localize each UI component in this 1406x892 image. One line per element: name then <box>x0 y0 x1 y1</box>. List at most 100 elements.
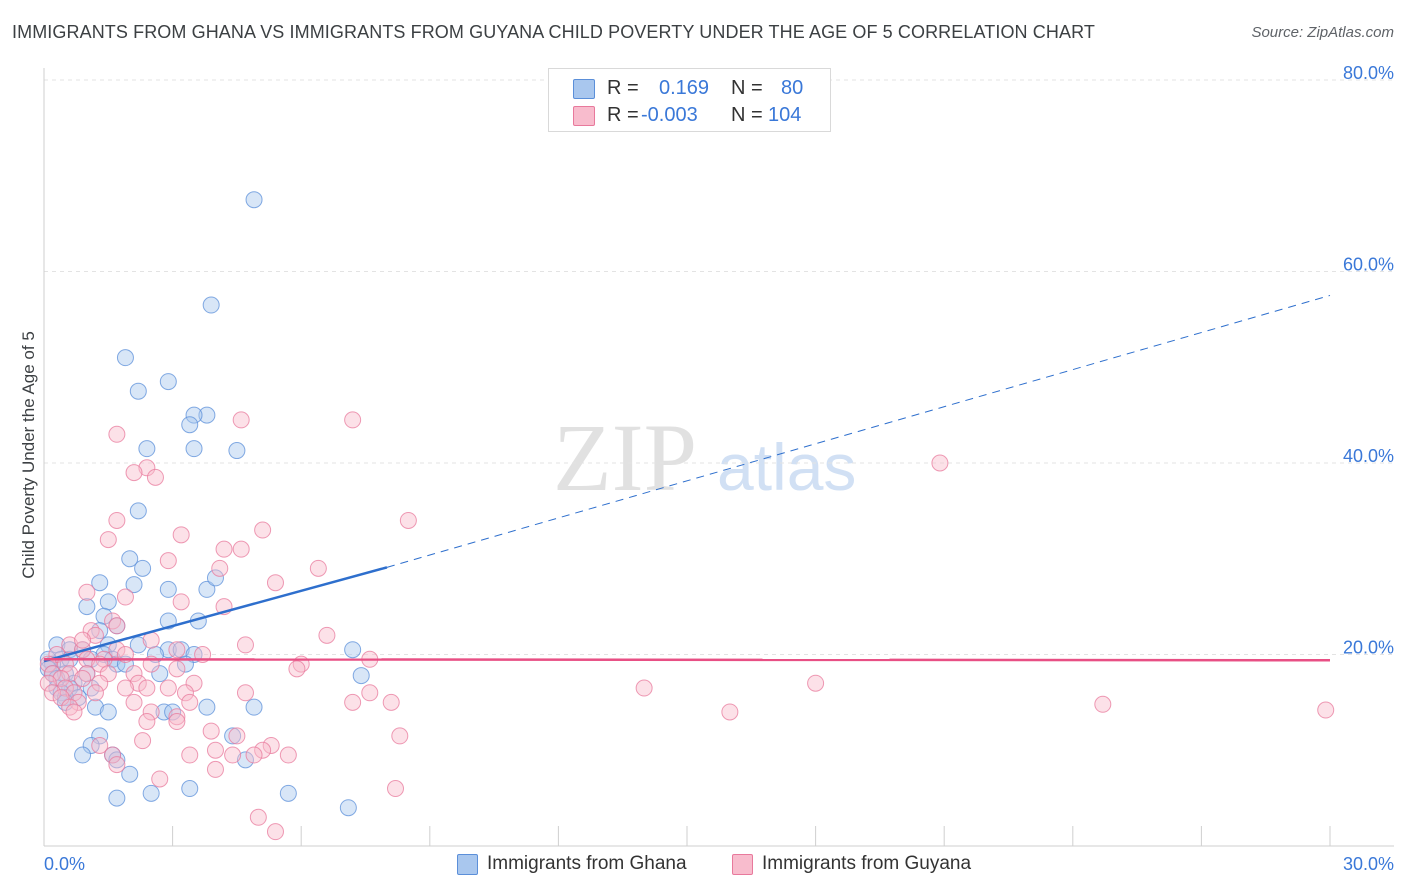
bottom-legend-label-guyana: Immigrants from Guyana <box>762 853 972 874</box>
guyana-trend-line <box>43 658 1331 662</box>
guyana-point <box>168 713 186 731</box>
guyana-point <box>206 760 224 778</box>
guyana-point <box>172 526 190 544</box>
guyana-point <box>108 511 126 529</box>
ghana-point <box>129 636 147 654</box>
guyana-point <box>108 756 126 774</box>
y-tick-label: 60.0% <box>1343 255 1394 275</box>
guyana-point <box>142 703 160 721</box>
correlation-legend: R = 0.169 N = 80 R = -0.003 N = 104 <box>548 68 831 132</box>
guyana-point <box>129 674 147 692</box>
guyana-point <box>91 674 109 692</box>
guyana-point <box>151 770 169 788</box>
ghana-point <box>78 598 96 616</box>
watermark-atlas: atlas <box>717 430 856 504</box>
guyana-point <box>108 617 126 635</box>
ghana-point <box>224 727 242 745</box>
guyana-point <box>56 679 74 697</box>
guyana-point <box>138 679 156 697</box>
legend-n-value: 104 <box>768 104 802 126</box>
guyana-point <box>104 746 122 764</box>
ghana-point <box>198 406 216 424</box>
guyana-point <box>232 411 250 429</box>
ghana-point <box>344 641 362 659</box>
ghana-point <box>134 559 152 577</box>
legend-r-label: R = <box>607 104 639 126</box>
guyana-point <box>318 626 336 644</box>
ghana-point <box>121 550 139 568</box>
ghana-point <box>181 416 199 434</box>
guyana-point <box>108 425 126 443</box>
bottom-legend-swatch-ghana <box>457 854 478 875</box>
guyana-point <box>116 679 134 697</box>
guyana-point <box>138 713 156 731</box>
ghana-point <box>236 751 254 769</box>
guyana-point <box>134 732 152 750</box>
grid-lines <box>44 79 1394 655</box>
ghana-point <box>159 641 177 659</box>
ghana-point <box>352 667 370 685</box>
bottom-legend-label-ghana: Immigrants from Ghana <box>487 853 687 874</box>
guyana-point <box>125 665 143 683</box>
ghana-point <box>91 727 109 745</box>
guyana-point <box>65 703 83 721</box>
watermark: ZIP atlas <box>553 404 856 511</box>
guyana-point <box>52 689 70 707</box>
legend-swatch-guyana <box>573 106 595 126</box>
x-tick-label: 0.0% <box>44 854 85 874</box>
y-tick-label: 20.0% <box>1343 638 1394 658</box>
guyana-point <box>232 540 250 558</box>
x-tick-labels: 0.0% 30.0% <box>44 854 1394 874</box>
ghana-point <box>82 736 100 754</box>
legend-n-label: N = <box>731 77 763 99</box>
ghana-point <box>116 349 134 367</box>
guyana-point <box>721 703 739 721</box>
guyana-point <box>399 511 417 529</box>
ghana-point <box>279 784 297 802</box>
guyana-point <box>1317 701 1335 719</box>
guyana-point <box>125 693 143 711</box>
guyana-point <box>236 636 254 654</box>
trend-lines <box>43 294 1331 663</box>
y-axis-label: Child Poverty Under the Age of 5 <box>19 331 38 579</box>
data-points <box>39 191 1335 841</box>
y-tick-label: 40.0% <box>1343 446 1394 466</box>
guyana-point <box>181 693 199 711</box>
guyana-point <box>91 736 109 754</box>
guyana-point <box>361 684 379 702</box>
guyana-point <box>52 669 70 687</box>
axes <box>43 68 1394 847</box>
guyana-point <box>206 741 224 759</box>
guyana-point <box>236 684 254 702</box>
ghana-point <box>99 593 117 611</box>
legend-r-label: R = <box>607 77 639 99</box>
ghana-point <box>198 580 216 598</box>
ghana-point <box>108 789 126 807</box>
guyana-point <box>202 722 220 740</box>
ghana-point <box>129 502 147 520</box>
ghana-point <box>181 780 199 798</box>
guyana-point <box>78 583 96 601</box>
guyana-point <box>807 674 825 692</box>
x-tick-label: 30.0% <box>1343 854 1394 874</box>
guyana-point <box>228 727 246 745</box>
ghana-point <box>99 703 117 721</box>
guyana-point <box>146 468 164 486</box>
ghana-point <box>151 665 169 683</box>
guyana-point <box>176 684 194 702</box>
ghana-point <box>159 373 177 391</box>
ghana-point <box>121 765 139 783</box>
ghana-point <box>142 784 160 802</box>
guyana-point <box>309 559 327 577</box>
guyana-point <box>86 684 104 702</box>
guyana-point <box>344 693 362 711</box>
guyana-point <box>1094 695 1112 713</box>
guyana-point <box>382 693 400 711</box>
guyana-point <box>69 693 87 711</box>
ghana-point <box>129 382 147 400</box>
legend-n-value: 80 <box>781 77 804 99</box>
ghana-point <box>245 191 263 209</box>
y-tick-labels: 20.0% 40.0% 60.0% 80.0% <box>1343 63 1394 658</box>
guyana-point <box>39 674 57 692</box>
